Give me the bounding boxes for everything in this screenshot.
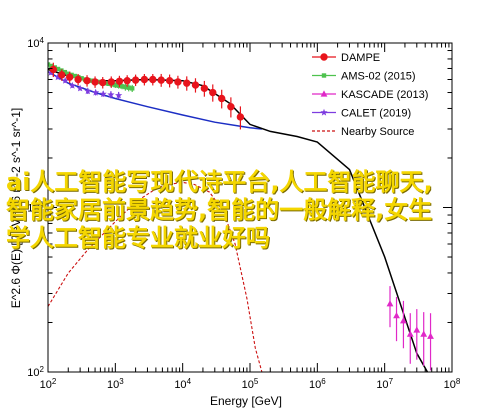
data-point [236, 113, 245, 121]
data-point [99, 90, 107, 97]
data-point [427, 332, 434, 339]
legend-label: DAMPE [341, 52, 380, 64]
data-point [49, 65, 58, 74]
data-point [183, 79, 191, 87]
legend-marker [321, 73, 327, 78]
data-point [406, 330, 414, 337]
data-point [386, 300, 394, 307]
data-point [91, 78, 99, 86]
data-point [76, 84, 84, 92]
y-tick-label: 102 [27, 365, 44, 379]
x-tick-label: 105 [242, 377, 259, 391]
data-point [92, 88, 100, 96]
data-point [54, 73, 62, 81]
x-tick-label: 107 [376, 377, 393, 391]
data-point [58, 71, 66, 79]
data-point [191, 81, 200, 89]
data-point [393, 312, 400, 319]
data-point [115, 77, 124, 86]
data-point [200, 84, 209, 93]
data-point [123, 76, 131, 85]
legend-label: Nearby Source [341, 126, 414, 138]
x-tick-label: 108 [444, 377, 461, 391]
data-point [149, 75, 157, 84]
data-point [68, 81, 76, 89]
data-point [79, 76, 84, 81]
series-line-background [48, 70, 262, 130]
data-point [413, 326, 421, 333]
series-dampe [49, 62, 245, 130]
legend-marker [320, 108, 328, 116]
data-point [131, 76, 140, 84]
legend-item: CALET (2019) [312, 108, 411, 120]
data-point [49, 63, 54, 69]
data-point [126, 85, 131, 90]
data-point [65, 73, 74, 81]
data-point [48, 62, 51, 67]
data-point [420, 330, 428, 337]
x-tick-label: 104 [174, 377, 191, 391]
data-point [119, 84, 125, 89]
data-point [157, 76, 165, 84]
data-point [113, 82, 118, 88]
watermark-overlay-text: ai人工智能写现代诗平台,人工智能聊天,智能家居前景趋势,智能的一般解释,女生学… [6, 168, 433, 252]
legend-item: KASCADE (2013) [312, 89, 428, 101]
x-tick-label: 103 [107, 377, 124, 391]
legend: DAMPE AMS-02 (2015) KASCADE (2013) CALET (2… [312, 52, 428, 138]
y-tick-label: 104 [27, 36, 44, 50]
data-point [84, 87, 92, 95]
data-point [209, 88, 217, 97]
data-point [218, 94, 226, 103]
data-point [62, 69, 68, 75]
series-clip-group [48, 62, 434, 372]
legend-item: AMS-02 (2015) [312, 71, 416, 83]
data-point [55, 66, 61, 72]
data-point [61, 76, 69, 84]
y-axis-label: E^2.6 Φ(E) [GeV^1.6 m^-2 s^-1 sr^-1] [9, 108, 23, 308]
data-point [116, 83, 121, 88]
legend-label: AMS-02 (2015) [341, 71, 416, 83]
data-point [83, 76, 91, 85]
legend-marker [320, 53, 328, 61]
legend-label: CALET (2019) [341, 108, 411, 120]
data-point [400, 317, 407, 324]
series-kascade-2013 [386, 286, 434, 371]
legend-item: Nearby Source [312, 126, 414, 138]
data-point [123, 84, 128, 90]
data-point [72, 73, 78, 79]
data-point [227, 102, 235, 111]
x-tick-label: 102 [40, 377, 57, 391]
x-axis-label: Energy [GeV] [210, 394, 282, 408]
data-point [140, 75, 149, 84]
legend-marker [320, 90, 328, 97]
legend-label: KASCADE (2013) [341, 89, 428, 101]
data-point [99, 78, 107, 87]
series-layer [48, 62, 434, 372]
data-point [129, 86, 135, 91]
legend-item: DAMPE [312, 52, 380, 64]
data-point [174, 78, 182, 86]
data-point [115, 91, 123, 99]
data-point [74, 75, 82, 84]
x-tick-label: 106 [309, 377, 326, 391]
data-point [107, 78, 115, 86]
data-point [165, 76, 174, 85]
data-point [107, 90, 115, 98]
